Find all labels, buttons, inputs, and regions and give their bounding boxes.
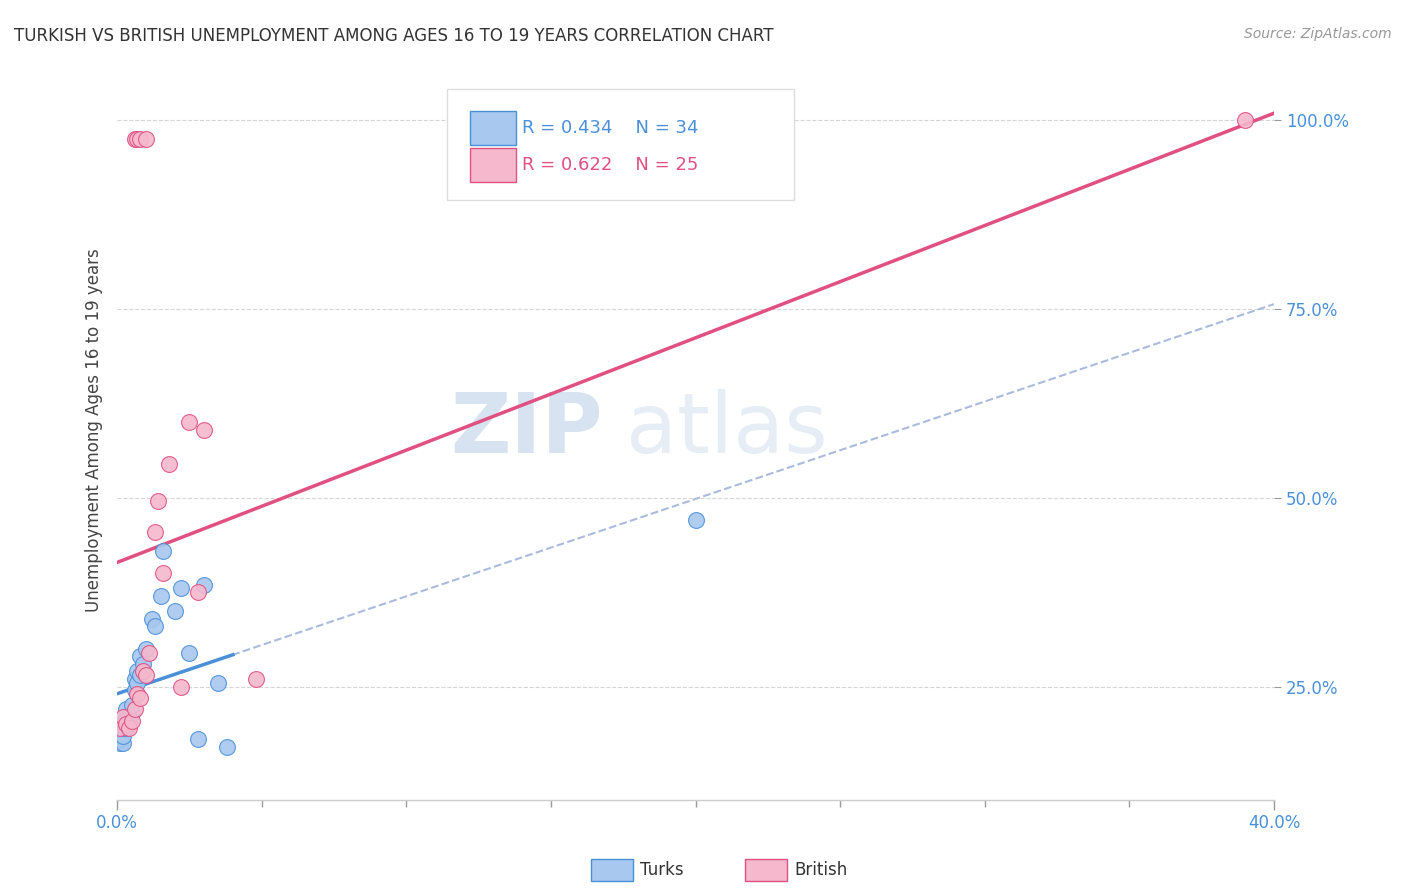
Text: TURKISH VS BRITISH UNEMPLOYMENT AMONG AGES 16 TO 19 YEARS CORRELATION CHART: TURKISH VS BRITISH UNEMPLOYMENT AMONG AG… [14, 27, 773, 45]
Point [124, 702, 146, 716]
Point [127, 665, 149, 679]
Point [135, 132, 157, 146]
Point [152, 566, 174, 581]
Text: Turks: Turks [640, 861, 683, 879]
Point [108, 721, 131, 735]
Point [129, 668, 152, 682]
Point [111, 729, 134, 743]
Point [124, 672, 146, 686]
Text: Source: ZipAtlas.com: Source: ZipAtlas.com [1244, 27, 1392, 41]
Point [135, 668, 157, 682]
Y-axis label: Unemployment Among Ages 16 to 19 years: Unemployment Among Ages 16 to 19 years [86, 248, 103, 612]
Point [111, 721, 134, 735]
Point [187, 585, 209, 599]
Text: R = 0.622    N = 25: R = 0.622 N = 25 [522, 156, 699, 175]
Point [108, 736, 131, 750]
Text: British: British [794, 861, 848, 879]
Point [135, 641, 157, 656]
Point [111, 736, 134, 750]
Point [149, 589, 172, 603]
Text: ZIP: ZIP [450, 389, 603, 470]
Point [152, 543, 174, 558]
Point [163, 604, 186, 618]
Point [118, 717, 141, 731]
Text: atlas: atlas [626, 389, 828, 470]
Point [124, 683, 146, 698]
Point [1234, 113, 1257, 128]
Point [129, 132, 152, 146]
Point [129, 690, 152, 705]
Point [111, 717, 134, 731]
Point [108, 729, 131, 743]
Point [124, 132, 146, 146]
Point [187, 732, 209, 747]
FancyBboxPatch shape [447, 89, 794, 200]
Point [121, 698, 143, 713]
Point [118, 710, 141, 724]
Point [132, 657, 155, 671]
Point [143, 524, 166, 539]
Point [143, 619, 166, 633]
Point [157, 457, 180, 471]
Point [685, 513, 707, 527]
Text: R = 0.434    N = 34: R = 0.434 N = 34 [522, 120, 699, 137]
Point [118, 721, 141, 735]
Point [108, 732, 131, 747]
Point [121, 706, 143, 720]
Point [129, 649, 152, 664]
Point [146, 494, 169, 508]
Point [132, 665, 155, 679]
FancyBboxPatch shape [470, 112, 516, 145]
Point [217, 739, 239, 754]
Point [127, 132, 149, 146]
Point [193, 423, 215, 437]
Point [121, 714, 143, 728]
Point [111, 710, 134, 724]
Point [138, 646, 160, 660]
Point [179, 415, 201, 429]
Point [141, 611, 163, 625]
Point [170, 680, 193, 694]
Point [170, 582, 193, 596]
Point [115, 710, 138, 724]
Point [115, 717, 138, 731]
Point [127, 675, 149, 690]
FancyBboxPatch shape [470, 148, 516, 182]
Point [245, 672, 267, 686]
Point [179, 646, 201, 660]
Point [115, 721, 138, 735]
Point [115, 702, 138, 716]
Point [127, 687, 149, 701]
Point [193, 577, 215, 591]
Point [207, 675, 229, 690]
